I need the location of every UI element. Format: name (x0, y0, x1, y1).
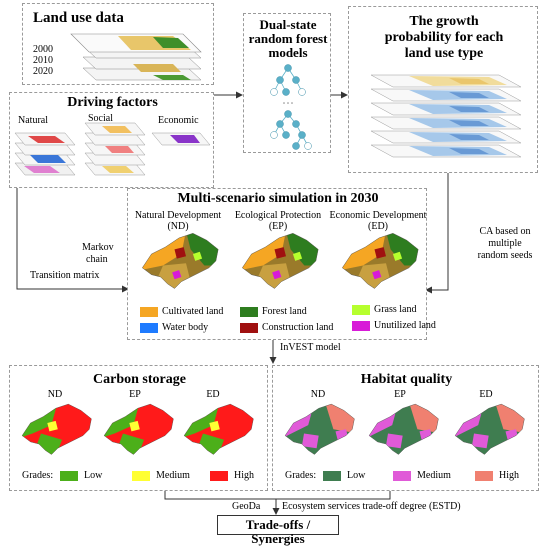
carbon-maps (21, 403, 254, 455)
carbon-storage-panel: Carbon storage ND EP ED Grades: Low Medi… (9, 365, 268, 491)
driving-factor-layers (14, 122, 211, 176)
carbon-map-ep (103, 403, 174, 455)
carbon-low-swatch (60, 471, 78, 481)
rf-title-line2: random forest (248, 31, 328, 46)
carbon-high-swatch (210, 471, 228, 481)
geoda-label: GeoDa (232, 501, 261, 512)
markov-label-line2: chain (86, 254, 108, 265)
rf-title-line1: Dual-state (259, 17, 317, 32)
legend-unutilized-swatch (352, 321, 370, 331)
carbon-medium-swatch (132, 471, 150, 481)
economic-label: Economic (158, 115, 199, 126)
year-2000: 2000 (33, 44, 53, 55)
rf-title-line3: models (268, 45, 308, 60)
map-ep-landuse (241, 233, 319, 289)
legend-forest-label: Forest land (262, 306, 307, 317)
driving-factors-panel: Driving factors Natural Social Economic (9, 92, 214, 188)
simulation-maps (141, 233, 419, 289)
carbon-low-label: Low (84, 470, 103, 481)
habitat-title: Habitat quality (360, 372, 453, 387)
arrow-markov-to-sim (16, 188, 129, 293)
ca-label-line2: multiple (488, 238, 522, 249)
natural-label: Natural (18, 115, 48, 126)
legend-grass-swatch (352, 305, 370, 315)
probability-layer (370, 88, 522, 102)
probability-layer (370, 116, 522, 130)
probability-layer (370, 144, 522, 158)
ca-label-line1: CA based on (479, 226, 531, 237)
habitat-quality-panel: Habitat quality ND EP ED Grades: Low Med… (272, 365, 539, 491)
scenario-nd-line1: Natural Development (134, 210, 222, 221)
probability-map-stack (370, 74, 522, 158)
habitat-high-label: High (499, 470, 519, 481)
carbon-map-nd (21, 403, 92, 455)
legend-construction-swatch (240, 323, 258, 333)
result-title: Trade-offs / Synergies (245, 517, 311, 546)
scenario-nd-line2: (ND) (167, 221, 189, 232)
land-use-title: Land use data (33, 10, 124, 26)
scenario-ep-line1: Ecological Protection (234, 210, 322, 221)
habitat-grades-label: Grades: (285, 470, 317, 481)
habitat-low-swatch (323, 471, 341, 481)
scenario-ed-line2: (ED) (368, 221, 388, 232)
land-use-map-stack (70, 33, 202, 81)
carbon-map-nd-label: ND (47, 389, 63, 400)
carbon-grades-label: Grades: (22, 470, 54, 481)
carbon-medium-label: Medium (156, 470, 190, 481)
legend-grass-label: Grass land (374, 304, 417, 315)
growth-title-line1: The growth (409, 14, 479, 29)
habitat-maps (284, 403, 525, 455)
probability-layer (370, 130, 522, 144)
carbon-map-ed-label: ED (206, 389, 220, 400)
decision-tree-icon (270, 64, 312, 150)
legend-unutilized-label: Unutilized land (374, 320, 436, 331)
land-use-panel: Land use data 2000 2010 2020 (22, 3, 214, 85)
markov-label-line1: Markov (82, 242, 114, 253)
ca-label-line3: random seeds (477, 250, 533, 261)
habitat-map-nd (284, 403, 355, 455)
random-forest-panel: Dual-state random forest models (243, 13, 331, 153)
map-ed-landuse (341, 233, 419, 289)
carbon-title: Carbon storage (93, 372, 186, 387)
habitat-map-nd-label: ND (310, 389, 326, 400)
simulation-title: Multi-scenario simulation in 2030 (177, 191, 379, 206)
legend-water-swatch (140, 323, 158, 333)
habitat-high-swatch (475, 471, 493, 481)
invest-model-label: InVEST model (280, 342, 341, 353)
carbon-map-ep-label: EP (129, 389, 141, 400)
scenario-ed-line1: Economic Development (329, 210, 427, 221)
habitat-low-label: Low (347, 470, 366, 481)
trade-offs-synergies-box: Trade-offs / Synergies (217, 515, 339, 545)
habitat-map-ed (454, 403, 525, 455)
habitat-map-ed-label: ED (479, 389, 493, 400)
transition-matrix-label: Transition matrix (30, 270, 100, 281)
carbon-map-ed (183, 403, 254, 455)
probability-layer (370, 102, 522, 116)
year-2010: 2010 (33, 55, 53, 66)
growth-probability-panel: The growth probability for each land use… (348, 6, 538, 173)
scenario-ep-line2: (EP) (268, 221, 288, 232)
growth-title-line2: probability for each (384, 30, 504, 45)
arrow-growth-to-sim (425, 173, 449, 294)
social-label: Social (88, 113, 113, 124)
estd-label: Ecosystem services trade-off degree (EST… (282, 501, 461, 512)
habitat-medium-label: Medium (417, 470, 451, 481)
simulation-panel: Multi-scenario simulation in 2030 Natura… (127, 188, 436, 340)
legend-forest-swatch (240, 307, 258, 317)
legend-cultivated-label: Cultivated land (162, 306, 224, 317)
carbon-high-label: High (234, 470, 254, 481)
habitat-medium-swatch (393, 471, 411, 481)
year-2020: 2020 (33, 66, 53, 77)
legend-construction-label: Construction land (262, 322, 334, 333)
probability-layer (370, 74, 522, 88)
arrow-outputs-merge (164, 491, 391, 500)
driving-factors-title: Driving factors (67, 95, 158, 110)
legend-cultivated-swatch (140, 307, 158, 317)
map-nd-landuse (141, 233, 219, 289)
growth-title-line3: land use type (404, 46, 484, 61)
legend-water-label: Water body (162, 322, 209, 333)
habitat-map-ep-label: EP (394, 389, 406, 400)
habitat-map-ep (368, 403, 439, 455)
